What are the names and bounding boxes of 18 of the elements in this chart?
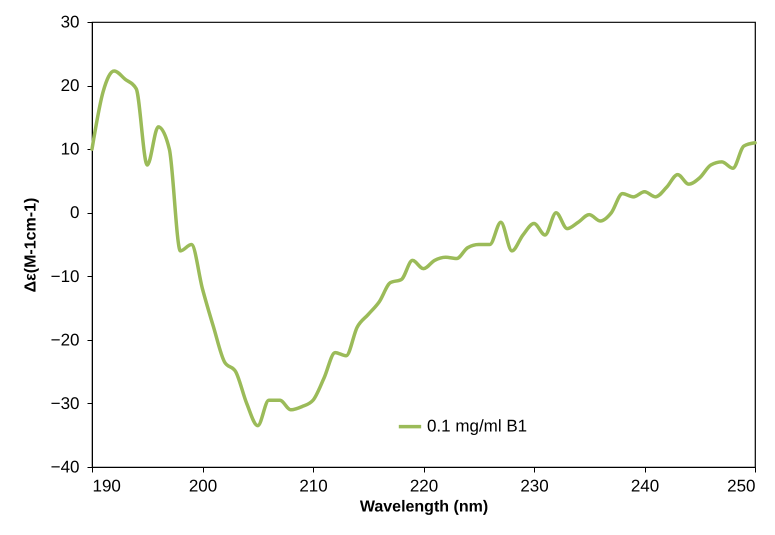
x-tick-label: 250: [727, 476, 756, 496]
x-tick-label: 210: [299, 476, 328, 496]
x-tick-label: 220: [410, 476, 438, 496]
y-tick-label: 30: [60, 12, 80, 32]
y-axis-title: Δε(M-1cm-1): [22, 198, 40, 292]
x-axis-title: Wavelength (nm): [360, 498, 488, 516]
x-tick-label: 200: [188, 476, 218, 496]
y-tick-label: −20: [50, 330, 80, 350]
y-tick-label: −30: [50, 394, 80, 413]
y-tick-label: −40: [50, 458, 80, 476]
y-tick-label: 0: [70, 203, 80, 222]
x-tick-label: 230: [520, 476, 549, 496]
x-tick-label: 240: [630, 476, 660, 496]
y-tick-label: −10: [50, 266, 80, 286]
x-tick-label: 190: [92, 476, 121, 496]
y-tick-label: 20: [60, 76, 80, 96]
legend-label: 0.1 mg/ml B1: [426, 416, 528, 436]
y-tick-label: 10: [60, 140, 80, 159]
